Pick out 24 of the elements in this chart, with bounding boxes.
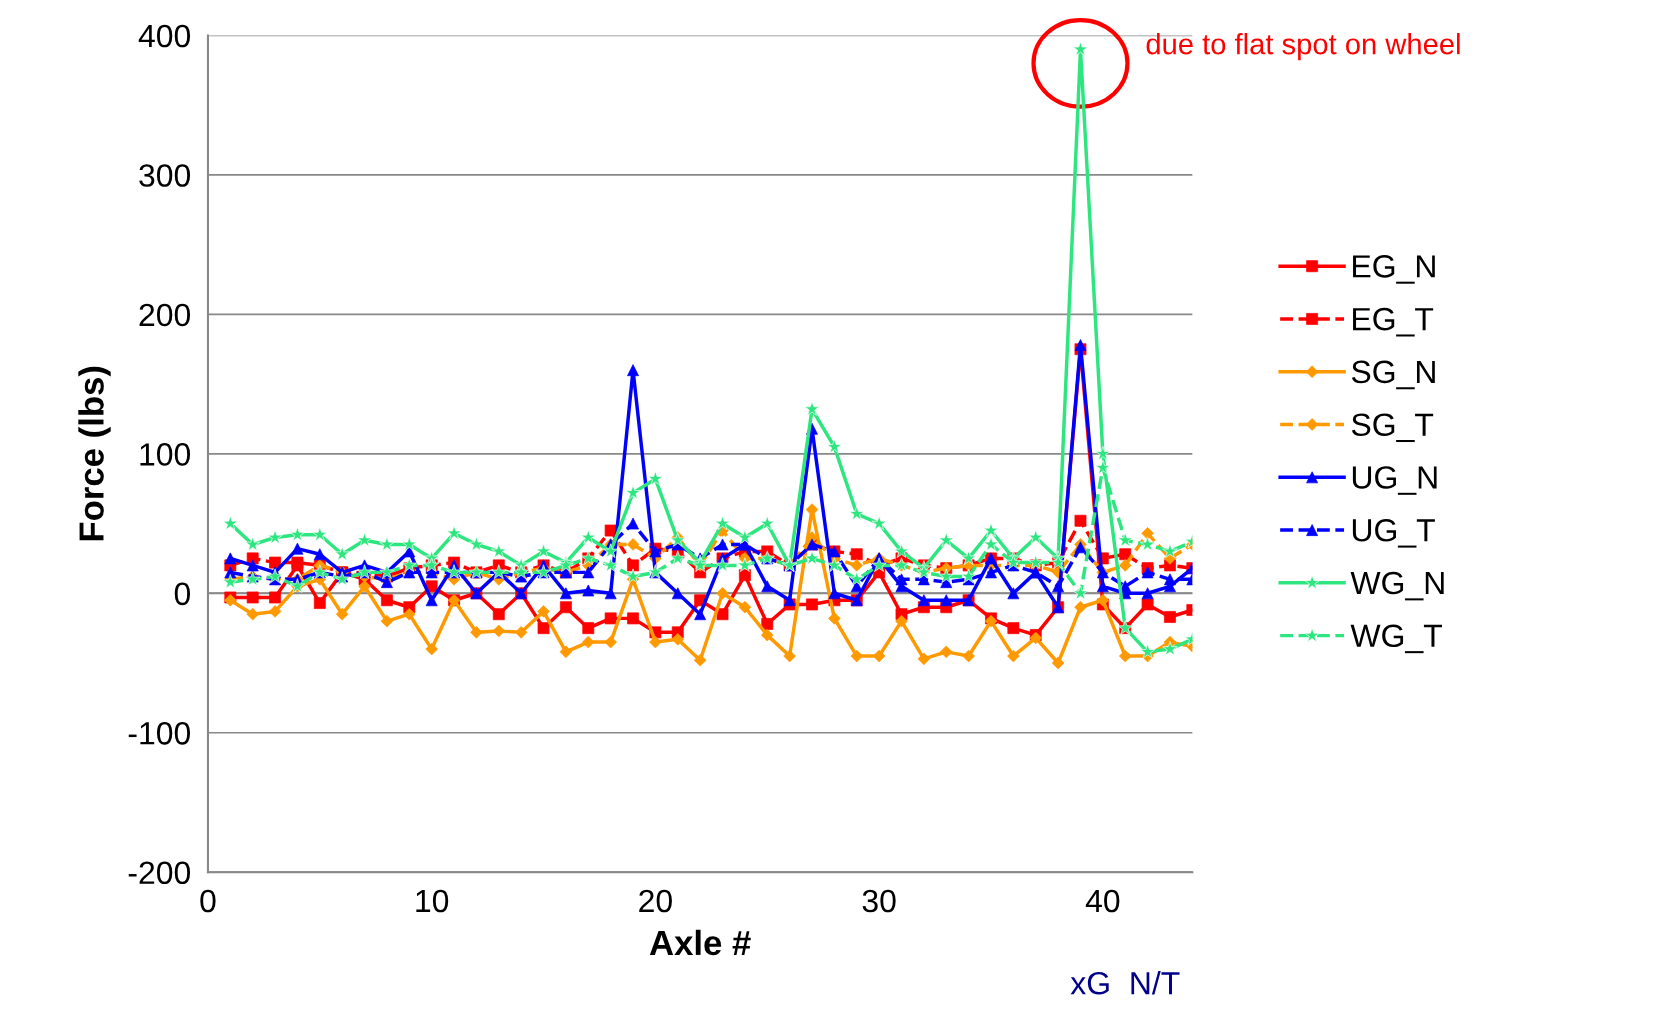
text: xG N/T [1070,971,1180,995]
legend-label: SG_T [1351,413,1434,443]
legend-label: SG_N [1351,360,1435,390]
y-axis-title: Force (lbs) [78,366,111,541]
legend-label: EG_N [1353,255,1435,284]
x-tick-label: 30 [862,889,896,913]
x-tick-label: 20 [639,889,672,913]
annotation: due to flat spot on wheel [1146,33,1460,61]
x-tick-label: 40 [1085,889,1120,913]
legend-label: UG_N [1352,466,1437,495]
y-tick-label: 400 [138,24,191,48]
x-tick-label: 10 [416,889,449,913]
y-tick-label: -100 [128,722,191,745]
y-tick-label: 100 [140,443,191,466]
y-tick-label: 200 [139,303,191,327]
y-tick-label: 0 [174,582,191,606]
y-tick-label: -200 [128,861,191,885]
legend-label: WG_T [1350,624,1442,654]
x-tick-label: 0 [200,889,216,913]
legend-label: EG_T [1353,307,1434,337]
x-axis-title: Axle # [649,929,751,956]
legend-label: UG_T [1352,518,1435,548]
y-tick-label: 300 [139,164,191,187]
legend-label: WG_N [1350,571,1444,601]
